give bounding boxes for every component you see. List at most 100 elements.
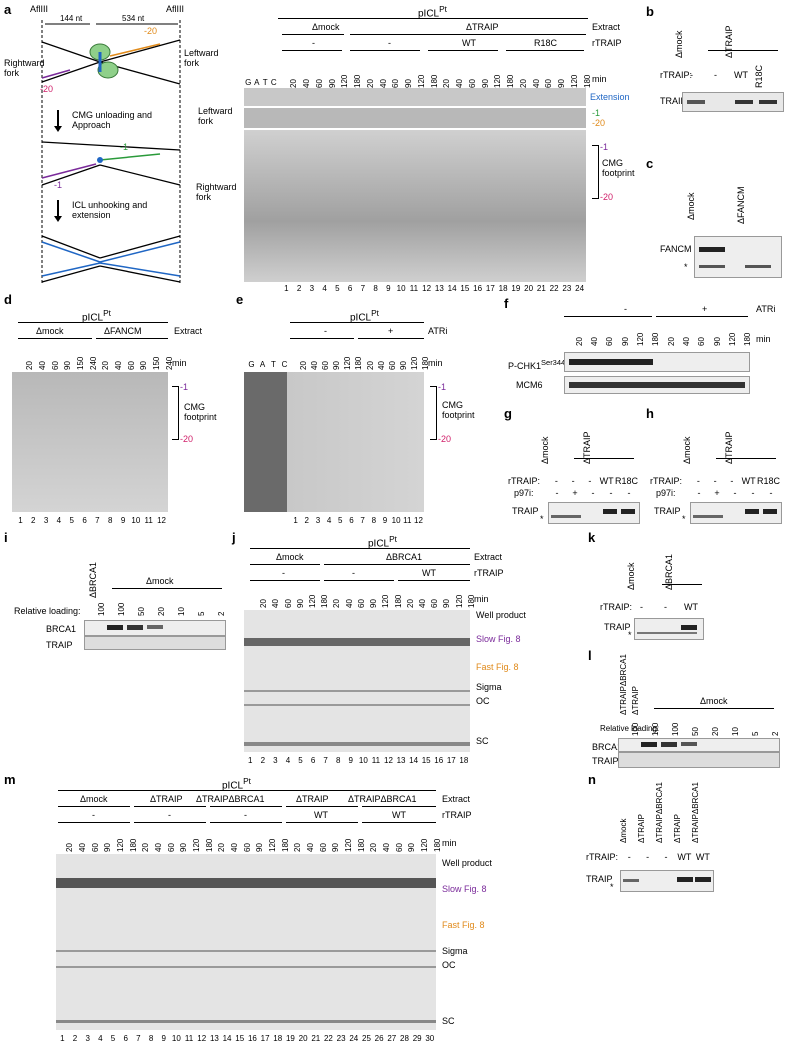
lane-number: 11: [184, 1034, 194, 1043]
nt534-label: 534 nt: [122, 14, 145, 23]
j-r1: -: [282, 568, 285, 578]
loading-value: 100: [651, 722, 660, 736]
lane-number: 21: [311, 1034, 321, 1043]
time-label: 90: [63, 361, 73, 370]
j-well: Well product: [476, 610, 526, 620]
m-r4: WT: [314, 810, 328, 820]
panel-g: Δmock ΔTRAIP rTRAIP: p97i: - - - WT R18C - + -…: [508, 406, 646, 528]
loading-value: 100: [117, 602, 126, 616]
time-label: 120: [569, 74, 579, 88]
loading-value: 2: [217, 611, 226, 616]
time-label: 20: [298, 361, 308, 370]
lane-number: 3: [43, 516, 49, 525]
time-label: 20: [332, 599, 342, 608]
g-col-traip: ΔTRAIP: [582, 431, 592, 464]
a-title: pICLPt: [418, 4, 447, 20]
time-label: 60: [387, 361, 397, 370]
p97-value: -: [769, 488, 773, 498]
lane-number: 24: [349, 1034, 359, 1043]
lane-number: 20: [298, 1034, 308, 1043]
p97-value: -: [733, 488, 737, 498]
seq-letter: G: [245, 78, 252, 87]
time-label: 90: [255, 843, 265, 852]
e-bracket: [430, 386, 437, 440]
d-group-fancm: ΔFANCM: [104, 326, 142, 336]
time-label: 20: [666, 337, 676, 346]
n-traip-label: TRAIP: [586, 874, 613, 884]
lane-number: 14: [222, 1034, 232, 1043]
e-group-plus: +: [388, 326, 394, 336]
panel-label-j: j: [232, 530, 236, 545]
time-label: 90: [407, 843, 417, 852]
m-r1: -: [92, 810, 95, 820]
e-title: pICLPt: [350, 308, 379, 324]
step1-label: CMG unloading and Approach: [72, 110, 153, 130]
rtraip-value: WT: [741, 476, 756, 486]
time-label: 90: [327, 79, 337, 88]
loading-value: 5: [197, 611, 206, 616]
e-lane-numbers: 1 2 3 4 5 6 7 8 9 10 11 12: [290, 516, 424, 525]
lane-number: 28: [400, 1034, 409, 1043]
time-label: 20: [365, 79, 375, 88]
g-blot: [548, 502, 640, 524]
j-r2: -: [352, 568, 355, 578]
a-rtraip-3: WT: [462, 38, 476, 48]
m-g4: ΔTRAIP: [296, 794, 329, 804]
lane-number: 7: [360, 516, 365, 525]
time-label: 60: [391, 79, 401, 88]
time-label: 180: [506, 74, 516, 88]
lane-number: 1: [60, 1034, 65, 1043]
time-label: 40: [302, 79, 312, 88]
replication-schematic: [41, 20, 181, 285]
n-blot: [620, 870, 714, 892]
loading-value: 20: [157, 607, 166, 616]
lane-number: 1: [18, 516, 23, 525]
time-label: 120: [493, 74, 503, 88]
lane-number: 12: [422, 284, 432, 293]
time-label: 180: [393, 594, 403, 608]
j-title: pICLPt: [368, 534, 397, 550]
time-label: 40: [531, 79, 541, 88]
time-label: 90: [103, 843, 113, 852]
b-v4: R18C: [754, 64, 764, 88]
a-leftward-m20: -20: [592, 118, 606, 128]
m-r3: -: [244, 810, 247, 820]
time-label: 60: [605, 337, 615, 346]
time-label: 180: [353, 74, 363, 88]
e-cmg: CMG footprint: [442, 400, 475, 420]
f-mcm6-label: MCM6: [516, 380, 543, 390]
lane-number: 1: [293, 516, 298, 525]
minus1-purple: -1: [54, 180, 63, 190]
lane-number: 2: [31, 516, 36, 525]
lane-number: 20: [524, 284, 534, 293]
time-label: 180: [320, 594, 330, 608]
time-label: 20: [289, 79, 299, 88]
time-label: 180: [432, 838, 442, 852]
lane-number: 9: [120, 516, 126, 525]
rtraip-value: WT: [695, 852, 710, 862]
lane-number: 4: [285, 756, 291, 765]
e-gel: [244, 372, 424, 512]
p97-value: -: [555, 488, 559, 498]
n-values: - - - WT WT: [620, 852, 712, 862]
time-label: 20: [518, 79, 528, 88]
time-label: 180: [354, 356, 364, 370]
lane-number: 7: [323, 756, 328, 765]
h-col-traip: ΔTRAIP: [724, 431, 734, 464]
lane-number: 8: [371, 516, 377, 525]
time-label: 90: [332, 361, 342, 370]
time-label: 90: [331, 843, 341, 852]
d-extract: Extract: [174, 326, 203, 336]
b-blot: [682, 92, 784, 112]
lane-number: 17: [446, 756, 456, 765]
lane-number: 18: [498, 284, 508, 293]
g-traip-label: TRAIP: [512, 506, 539, 516]
j-extract: Extract: [474, 552, 503, 562]
a-time-labels: 20 40 60 90 120 180 20 40 60 90 120 180 20 40 60 90 120 1…: [280, 56, 591, 88]
seq-letter: G: [248, 360, 255, 369]
lane-number: 11: [403, 516, 412, 525]
c-star: *: [684, 262, 688, 272]
m-sc: SC: [442, 1016, 455, 1026]
lane-number: 2: [260, 756, 266, 765]
